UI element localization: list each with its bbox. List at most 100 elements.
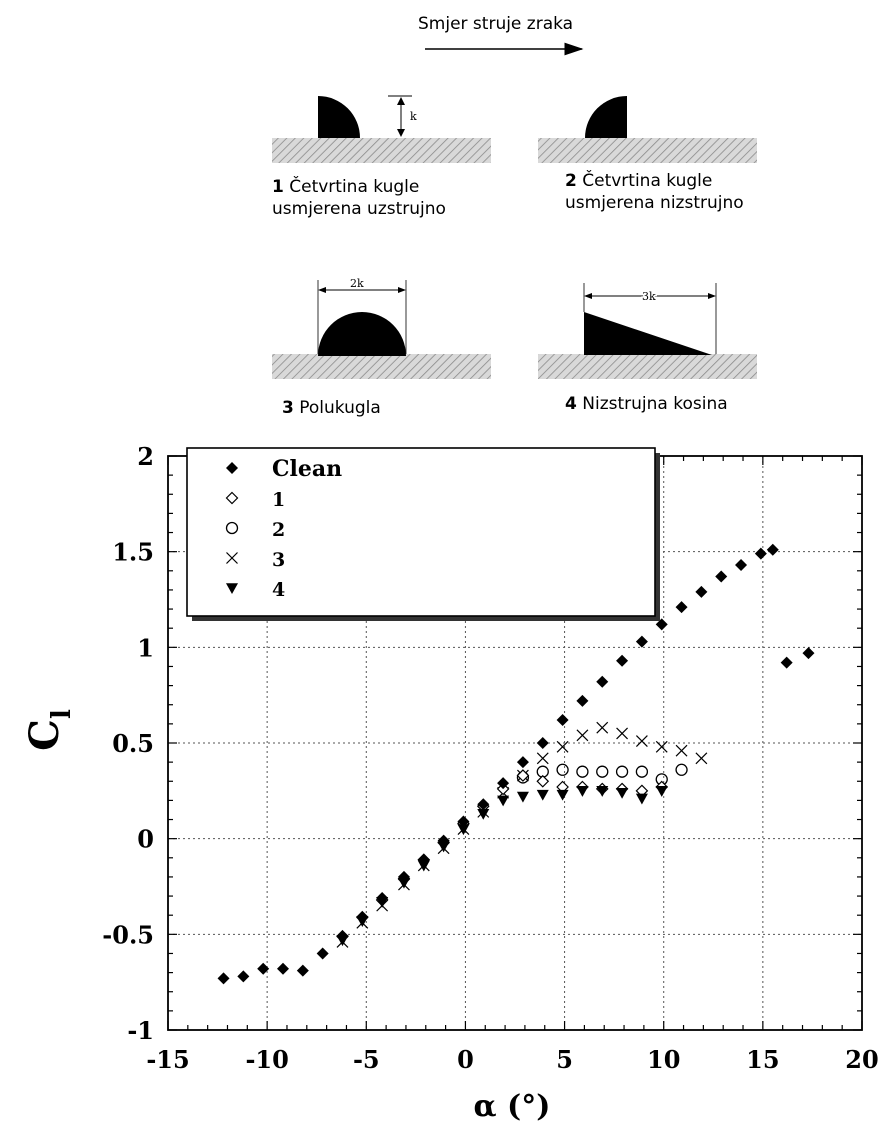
roughness-shape-4	[584, 312, 712, 355]
marker-clean	[715, 570, 728, 583]
y-tick-label: 0.5	[112, 729, 154, 758]
marker-3	[675, 744, 688, 757]
marker-clean	[655, 618, 668, 631]
marker-clean	[802, 647, 815, 660]
marker-4	[437, 841, 450, 853]
marker-clean	[780, 656, 793, 669]
marker-4	[226, 583, 238, 594]
surface-4	[538, 354, 757, 379]
legend-label: 4	[272, 579, 285, 601]
marker-3	[556, 740, 569, 753]
marker-2	[225, 521, 239, 535]
y-tick-label: 1.5	[112, 538, 154, 567]
y-axis-label: Cl	[21, 709, 77, 751]
marker-clean	[397, 870, 410, 883]
caption-1: 1 Četvrtina kugle usmjerena uzstrujno	[272, 177, 446, 219]
y-tick-label: 2	[137, 442, 154, 471]
marker-clean	[754, 547, 767, 560]
marker-1	[516, 769, 530, 782]
marker-3	[695, 752, 708, 765]
marker-4	[457, 824, 470, 836]
marker-clean	[237, 970, 250, 983]
marker-clean	[457, 815, 470, 828]
x-tick-label: -10	[245, 1045, 288, 1074]
marker-3	[536, 752, 549, 765]
marker-4	[556, 789, 569, 801]
legend-label: 1	[272, 489, 285, 511]
marker-clean	[316, 947, 329, 960]
series-3	[336, 721, 708, 948]
marker-4	[616, 787, 629, 799]
marker-clean	[226, 462, 238, 474]
y-tick-label: 0	[137, 825, 154, 854]
marker-clean	[695, 585, 708, 598]
marker-2	[635, 765, 649, 778]
marker-4	[497, 795, 510, 807]
marker-clean	[596, 675, 609, 688]
marker-4	[655, 786, 668, 797]
roughness-shape-3	[318, 312, 406, 356]
legend-label: 3	[272, 549, 285, 571]
marker-clean	[497, 777, 510, 790]
roughness-shape-2	[585, 96, 627, 138]
marker-4	[417, 860, 430, 872]
marker-clean	[296, 964, 309, 977]
legend-label: Clean	[272, 456, 342, 482]
marker-4	[397, 877, 410, 889]
x-tick-label: -5	[353, 1045, 380, 1074]
marker-clean	[336, 930, 349, 943]
marker-clean	[376, 891, 389, 904]
marker-4	[576, 786, 589, 797]
marker-clean	[616, 654, 629, 667]
marker-clean	[735, 559, 748, 572]
legend	[186, 447, 660, 621]
marker-clean	[556, 714, 569, 727]
roughness-shape-1	[318, 96, 360, 138]
chart-marks	[217, 543, 815, 985]
legend-items: Clean 1 2 3 4	[225, 456, 342, 601]
marker-1	[225, 491, 239, 505]
svg-text:Cl: Cl	[21, 709, 77, 751]
marker-clean	[356, 911, 369, 924]
x-tick-label: 20	[845, 1045, 878, 1074]
marker-1	[536, 774, 550, 788]
series-4	[336, 786, 668, 947]
marker-clean	[417, 853, 430, 866]
marker-3	[576, 729, 589, 742]
dim-2k-label: 2k	[350, 277, 364, 290]
x-tick-label: -15	[146, 1045, 189, 1074]
marker-3	[616, 727, 628, 740]
marker-clean	[635, 635, 648, 648]
marker-3	[226, 552, 238, 564]
marker-2	[596, 765, 609, 778]
y-tick-label: 1	[137, 633, 154, 662]
marker-clean	[516, 756, 529, 769]
legend-label: 2	[272, 519, 285, 541]
marker-4	[477, 808, 490, 820]
marker-clean	[277, 962, 290, 975]
marker-clean	[217, 972, 230, 985]
marker-2	[576, 765, 589, 778]
marker-clean	[437, 834, 450, 847]
marker-clean	[536, 737, 549, 749]
chart-axes: -15 -10 -5 0 5 10 15 20 -1 -0.5 0 0.5 1 1.5 2	[102, 442, 878, 1074]
lift-coefficient-chart: -15 -10 -5 0 5 10 15 20 -1 -0.5 0 0.5 1 1.5 2 Clean 1 2 3…	[21, 442, 879, 1124]
x-tick-label: 5	[556, 1045, 573, 1074]
diagram-figures: k 2k 3k	[272, 42, 757, 379]
marker-2	[615, 765, 629, 778]
marker-4	[516, 791, 529, 803]
caption-2: 2 Četvrtina kugle usmjerena nizstrujno	[565, 171, 744, 213]
y-tick-label: -1	[127, 1016, 154, 1045]
x-tick-label: 15	[746, 1045, 779, 1074]
marker-3	[596, 721, 609, 734]
marker-2	[556, 763, 569, 776]
marker-3	[635, 735, 648, 748]
marker-clean	[766, 543, 779, 556]
x-axis-label: α (°)	[474, 1089, 551, 1124]
flow-direction-label: Smjer struje zraka	[418, 14, 574, 34]
caption-4: 4 Nizstrujna kosina	[565, 394, 728, 414]
marker-clean	[576, 694, 589, 707]
dim-3k-label: 3k	[642, 290, 656, 303]
caption-3: 3 Polukugla	[282, 398, 381, 418]
marker-3	[655, 740, 668, 753]
